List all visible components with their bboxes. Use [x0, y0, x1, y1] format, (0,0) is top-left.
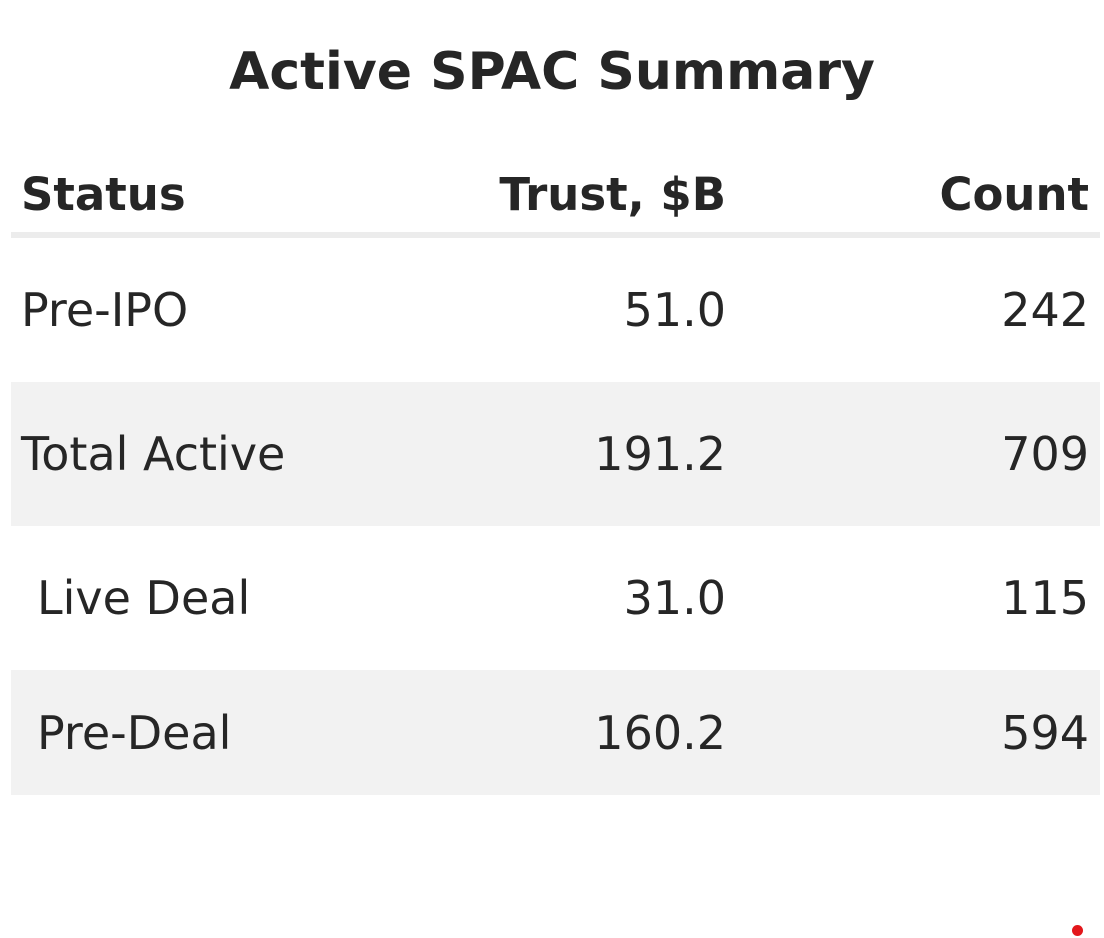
- row-count: 709: [1001, 427, 1089, 481]
- summary-table: Status Trust, $B Count Pre-IPO 51.0 242 …: [11, 165, 1100, 795]
- table-row-pre-deal: Pre-Deal 160.2 594: [11, 670, 1100, 795]
- table-header-row: Status Trust, $B Count: [11, 165, 1100, 238]
- row-count: 594: [1001, 705, 1089, 760]
- row-status: Pre-Deal: [37, 705, 232, 760]
- header-status: Status: [21, 168, 186, 221]
- table-row-live-deal: Live Deal 31.0 115: [11, 526, 1100, 670]
- table-row-pre-ipo: Pre-IPO 51.0 242: [11, 238, 1100, 382]
- row-status: Total Active: [21, 427, 286, 481]
- table-row-total-active: Total Active 191.2 709: [11, 382, 1100, 526]
- header-trust: Trust, $B: [499, 168, 726, 221]
- row-status: Pre-IPO: [21, 283, 189, 337]
- row-trust: 51.0: [623, 283, 726, 337]
- row-status: Live Deal: [37, 571, 251, 625]
- row-count: 115: [1001, 571, 1089, 625]
- row-trust: 31.0: [623, 571, 726, 625]
- row-trust: 191.2: [594, 427, 726, 481]
- table-title: Active SPAC Summary: [229, 42, 875, 102]
- red-dot-marker: [1072, 925, 1083, 936]
- header-count: Count: [939, 168, 1089, 221]
- row-count: 242: [1001, 283, 1089, 337]
- row-trust: 160.2: [594, 705, 726, 760]
